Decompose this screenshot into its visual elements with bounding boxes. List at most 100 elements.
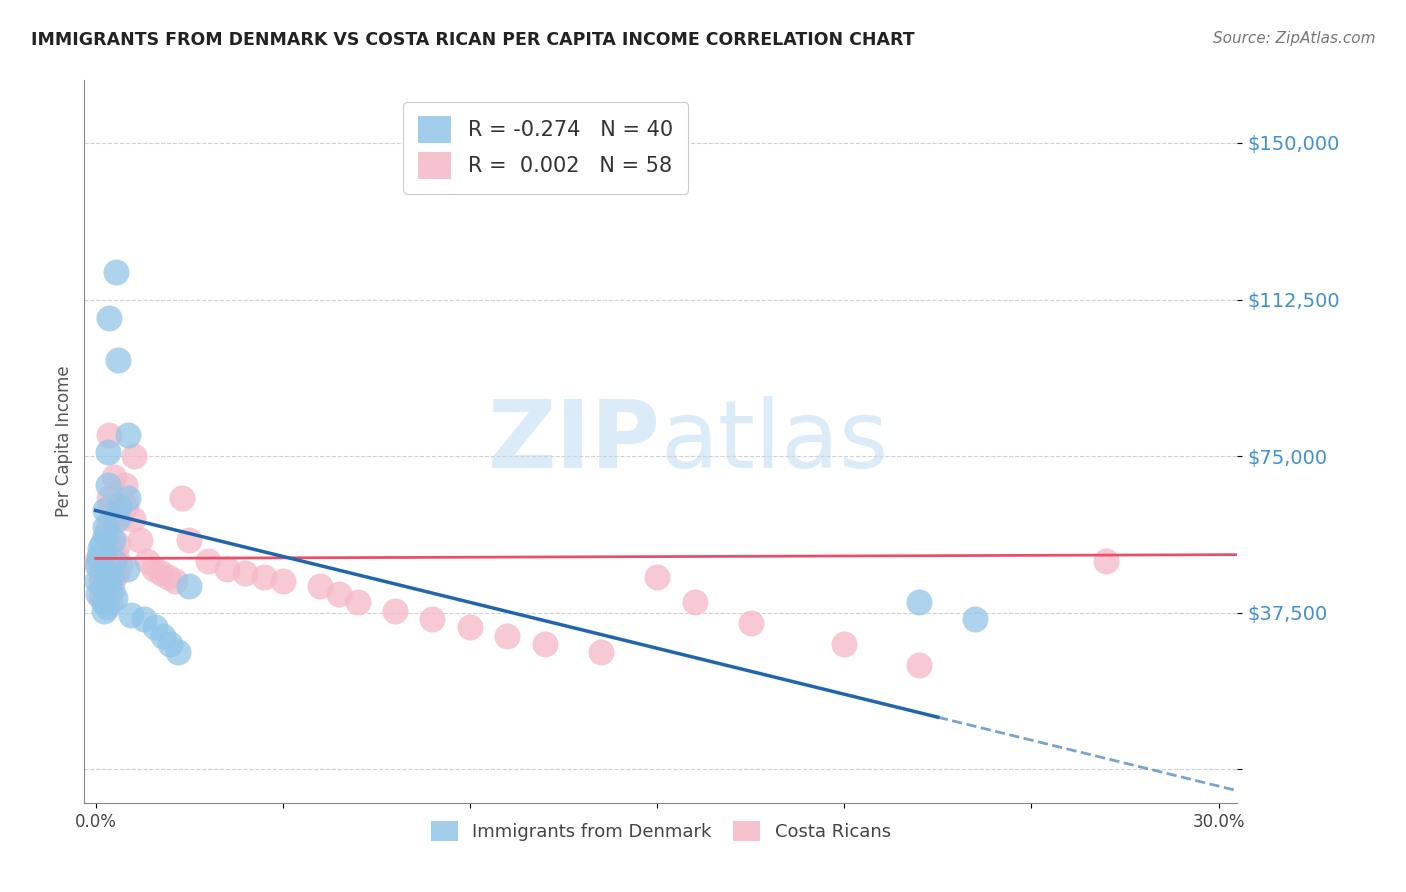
Point bbox=[108, 503, 131, 517]
Point bbox=[122, 449, 145, 463]
Point bbox=[97, 491, 120, 505]
Point bbox=[98, 595, 121, 609]
Point bbox=[271, 574, 294, 589]
Point bbox=[105, 265, 128, 279]
Point bbox=[89, 549, 111, 564]
Point bbox=[179, 533, 201, 547]
Point bbox=[94, 520, 117, 534]
Point bbox=[908, 657, 931, 672]
Point bbox=[422, 612, 444, 626]
Point bbox=[103, 570, 125, 584]
Point bbox=[328, 587, 350, 601]
Point bbox=[965, 612, 987, 626]
Point bbox=[94, 566, 117, 580]
Point bbox=[309, 579, 332, 593]
Point bbox=[215, 562, 238, 576]
Point bbox=[159, 637, 181, 651]
Point bbox=[97, 428, 120, 442]
Point bbox=[104, 591, 127, 606]
Text: atlas: atlas bbox=[661, 395, 889, 488]
Point bbox=[197, 553, 219, 567]
Point bbox=[90, 591, 112, 606]
Point bbox=[93, 545, 115, 559]
Point bbox=[496, 629, 519, 643]
Point bbox=[93, 579, 115, 593]
Point bbox=[172, 491, 194, 505]
Point bbox=[96, 599, 118, 614]
Point bbox=[86, 587, 108, 601]
Point bbox=[152, 629, 174, 643]
Point bbox=[114, 478, 136, 492]
Point bbox=[142, 562, 165, 576]
Point bbox=[149, 566, 172, 580]
Point bbox=[107, 537, 129, 551]
Point bbox=[89, 541, 111, 555]
Point bbox=[96, 582, 118, 597]
Y-axis label: Per Capita Income: Per Capita Income bbox=[55, 366, 73, 517]
Point bbox=[120, 607, 142, 622]
Point bbox=[121, 512, 143, 526]
Point bbox=[86, 574, 108, 589]
Legend: Immigrants from Denmark, Costa Ricans: Immigrants from Denmark, Costa Ricans bbox=[423, 814, 898, 848]
Point bbox=[107, 353, 129, 368]
Point bbox=[135, 553, 157, 567]
Text: ZIP: ZIP bbox=[488, 395, 661, 488]
Point bbox=[97, 579, 120, 593]
Point bbox=[117, 428, 139, 442]
Point bbox=[156, 570, 179, 584]
Point bbox=[100, 545, 122, 559]
Text: Source: ZipAtlas.com: Source: ZipAtlas.com bbox=[1212, 31, 1375, 46]
Point bbox=[91, 537, 114, 551]
Point bbox=[97, 533, 120, 547]
Point bbox=[740, 616, 762, 631]
Point bbox=[98, 500, 121, 514]
Point bbox=[94, 503, 117, 517]
Point bbox=[233, 566, 256, 580]
Point bbox=[589, 645, 612, 659]
Point bbox=[458, 620, 481, 634]
Point bbox=[108, 512, 131, 526]
Point bbox=[115, 562, 138, 576]
Point bbox=[90, 574, 112, 589]
Point bbox=[117, 491, 139, 505]
Point bbox=[128, 533, 150, 547]
Point bbox=[103, 470, 125, 484]
Point bbox=[683, 595, 706, 609]
Point bbox=[98, 520, 121, 534]
Point bbox=[86, 558, 108, 572]
Point bbox=[93, 604, 115, 618]
Point bbox=[384, 604, 406, 618]
Point bbox=[100, 570, 122, 584]
Text: IMMIGRANTS FROM DENMARK VS COSTA RICAN PER CAPITA INCOME CORRELATION CHART: IMMIGRANTS FROM DENMARK VS COSTA RICAN P… bbox=[31, 31, 914, 49]
Point bbox=[832, 637, 855, 651]
Point bbox=[93, 562, 115, 576]
Point bbox=[97, 478, 120, 492]
Point bbox=[104, 549, 127, 564]
Point bbox=[533, 637, 555, 651]
Point bbox=[103, 553, 125, 567]
Point bbox=[103, 553, 125, 567]
Point bbox=[97, 445, 120, 459]
Point bbox=[134, 612, 156, 626]
Point bbox=[91, 570, 114, 584]
Point bbox=[253, 570, 276, 584]
Point bbox=[163, 574, 186, 589]
Point bbox=[96, 524, 118, 539]
Point bbox=[94, 528, 117, 542]
Point bbox=[908, 595, 931, 609]
Point bbox=[94, 587, 117, 601]
Point bbox=[105, 512, 128, 526]
Point bbox=[114, 500, 136, 514]
Point bbox=[86, 553, 108, 567]
Point bbox=[179, 579, 201, 593]
Point bbox=[145, 620, 167, 634]
Point bbox=[98, 311, 121, 326]
Point bbox=[645, 570, 668, 584]
Point bbox=[346, 595, 368, 609]
Point bbox=[110, 558, 132, 572]
Point bbox=[1095, 553, 1118, 567]
Point bbox=[103, 533, 125, 547]
Point bbox=[101, 582, 124, 597]
Point bbox=[89, 553, 111, 567]
Point bbox=[108, 500, 131, 514]
